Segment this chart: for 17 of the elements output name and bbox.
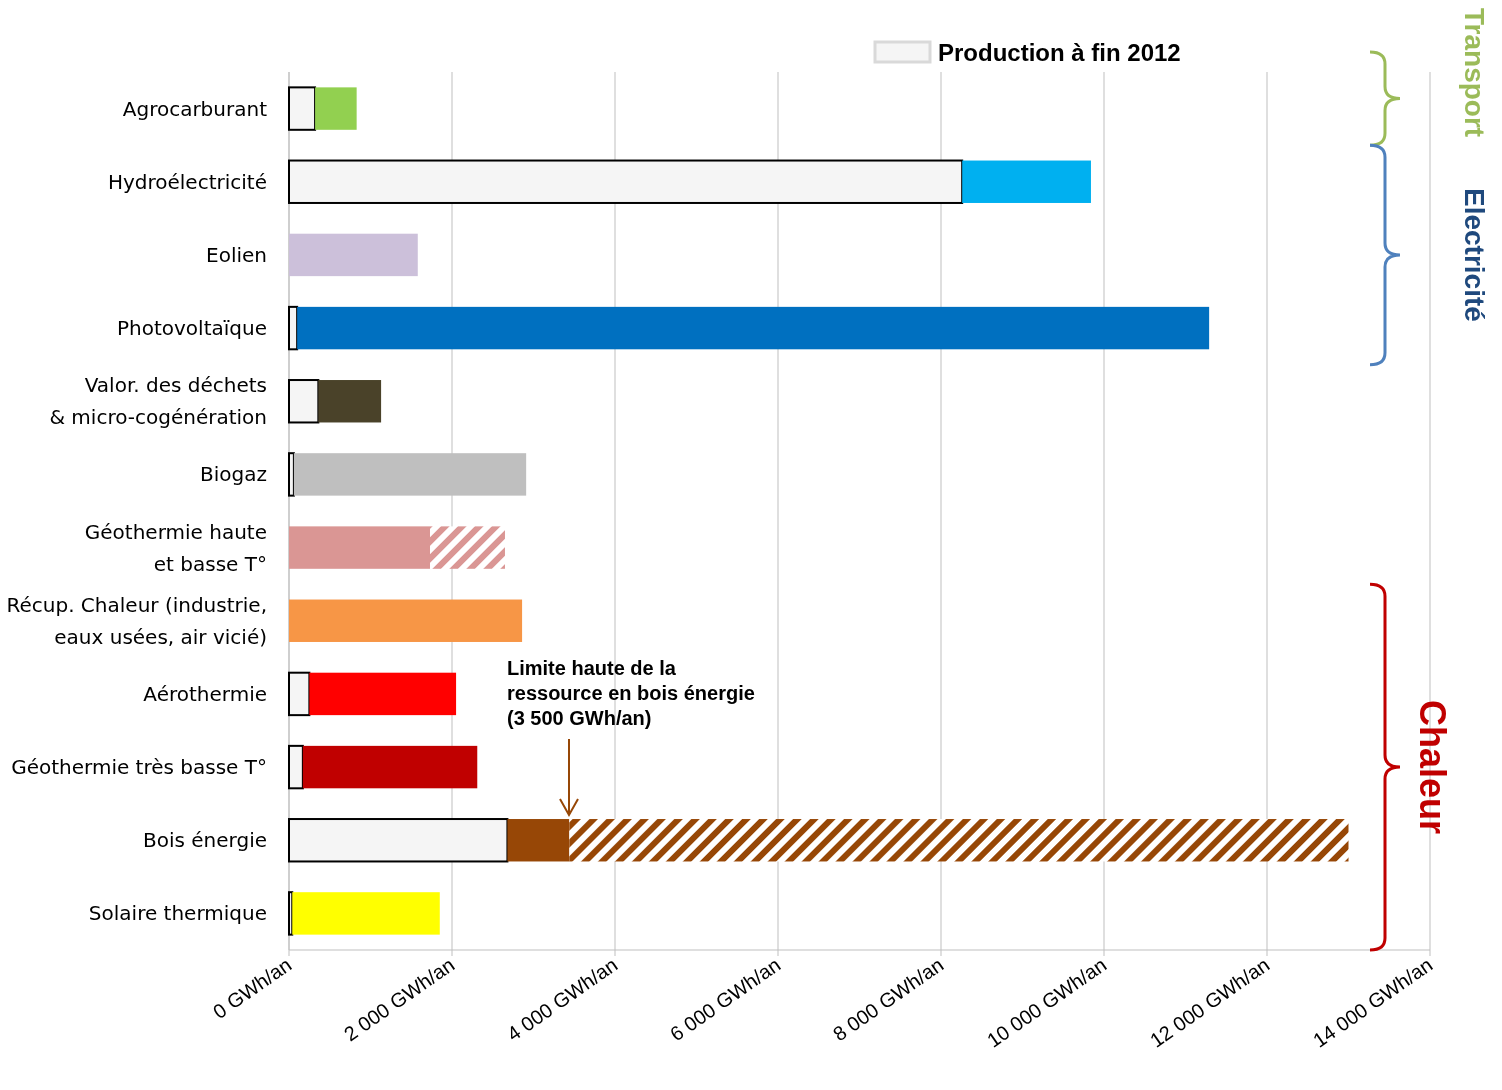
y-tick-label: Géothermie haute et basse T° [84,519,267,576]
y-tick-label: Géothermie très basse T° [11,755,267,780]
y-tick-label: Solaire thermique [88,901,267,926]
y-tick-label: Biogaz [200,462,267,487]
annotation: Limite haute de la ressource en bois énergie (3 500 GWh/an) [507,657,755,730]
text: Production à fin 2012 [938,39,1181,66]
y-tick-label: Valor. des déchets & micro-cogénération [49,373,267,430]
y-tick-label: Agrocarburant [122,96,268,121]
annotation: Chaleur [1412,700,1453,835]
y-tick-label: Photovoltaïque [116,316,267,341]
y-tick-label: Bois énergie [142,828,267,853]
y-tick-label: Récup. Chaleur (industrie, eaux usées, air vicié) [6,592,267,649]
text: Electricité [1459,187,1490,322]
y-tick-label: Eolien [206,242,267,267]
y-tick-label: Aérothermie [143,681,267,706]
y-tick-label: Hydroélectricité [107,169,267,194]
text: Transport [1459,8,1490,138]
